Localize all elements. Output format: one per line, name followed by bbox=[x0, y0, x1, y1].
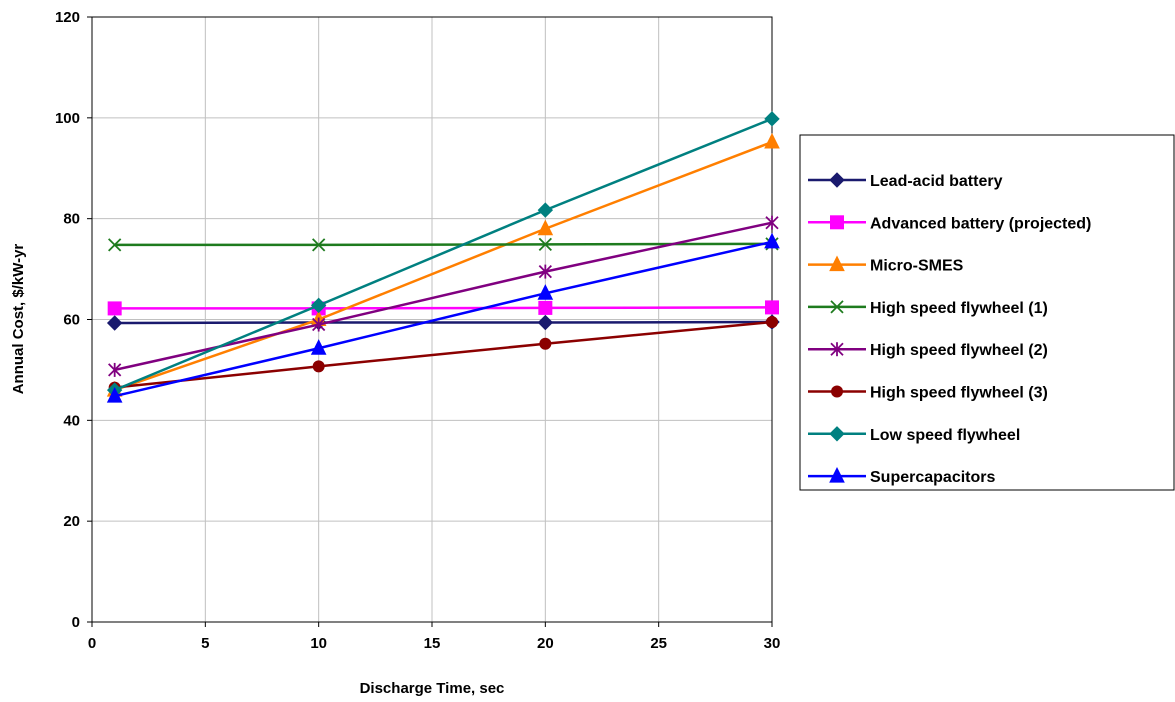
series-4 bbox=[108, 237, 779, 252]
series-3 bbox=[106, 132, 780, 397]
x-axis: 0 5 10 15 20 25 30 bbox=[88, 622, 781, 652]
y-tick-label: 60 bbox=[63, 312, 80, 329]
series-5-point bbox=[312, 317, 326, 332]
y-axis: 0 20 40 60 80 100 120 bbox=[55, 9, 92, 631]
series-5-point bbox=[108, 362, 122, 377]
legend-label: Supercapacitors bbox=[870, 469, 995, 486]
series-2 bbox=[107, 300, 779, 316]
series-1-line bbox=[114, 320, 773, 325]
series-8-point bbox=[537, 284, 554, 300]
legend-item: Supercapacitors bbox=[808, 466, 995, 486]
series-6-point bbox=[312, 360, 325, 373]
x-axis-title: Discharge Time, sec bbox=[360, 680, 505, 697]
legend-item: Micro-SMES bbox=[808, 255, 964, 275]
series-5-point bbox=[765, 215, 779, 230]
legend-marker bbox=[830, 342, 844, 357]
series-3-point bbox=[537, 219, 554, 236]
series-4-point-stroke bbox=[538, 237, 552, 252]
y-tick-label: 80 bbox=[63, 211, 80, 228]
grid bbox=[92, 17, 772, 622]
legend-marker bbox=[829, 172, 845, 188]
series-2-point bbox=[538, 300, 553, 315]
y-tick-label: 120 bbox=[55, 9, 80, 26]
legend-label: Micro-SMES bbox=[870, 258, 964, 275]
series-6-line bbox=[114, 320, 773, 389]
series-7-point bbox=[537, 202, 554, 218]
legend-item: High speed flywheel (3) bbox=[808, 385, 1048, 402]
series-3-line bbox=[114, 140, 773, 392]
legend-marker bbox=[829, 466, 845, 483]
series-4-point bbox=[108, 238, 122, 252]
series-7-point bbox=[764, 111, 780, 127]
legend-label: High speed flywheel (3) bbox=[870, 385, 1048, 402]
series-8-line bbox=[114, 240, 773, 398]
series-4-line bbox=[114, 242, 773, 247]
series-1-point bbox=[537, 314, 554, 331]
legend-item: High speed flywheel (2) bbox=[808, 342, 1048, 359]
series-6-point bbox=[539, 337, 552, 350]
series-4-point bbox=[312, 238, 326, 252]
series-2-point bbox=[107, 301, 122, 316]
series-3-point bbox=[764, 132, 780, 149]
legend-label: Low speed flywheel bbox=[870, 427, 1020, 444]
legend-item: Advanced battery (projected) bbox=[808, 215, 1091, 232]
series-8-point bbox=[764, 232, 780, 249]
series-4-point-stroke bbox=[108, 238, 122, 252]
series-7 bbox=[106, 111, 780, 398]
series-4-point-stroke bbox=[312, 238, 326, 252]
y-tick-label: 100 bbox=[55, 110, 80, 127]
legend-marker bbox=[830, 300, 844, 314]
series-1-point bbox=[106, 315, 123, 331]
x-tick-label: 20 bbox=[537, 635, 554, 652]
x-tick-label: 0 bbox=[88, 635, 96, 652]
series-8-point bbox=[310, 339, 327, 355]
legend-label: Advanced battery (projected) bbox=[870, 215, 1091, 232]
x-tick-label: 5 bbox=[201, 635, 209, 652]
legend-label: High speed flywheel (2) bbox=[870, 342, 1048, 359]
series-7-line bbox=[114, 117, 773, 392]
series-8-point bbox=[106, 387, 123, 403]
x-tick-label: 15 bbox=[424, 635, 441, 652]
series-group bbox=[106, 111, 780, 403]
legend-label: Lead-acid battery bbox=[870, 173, 1003, 190]
x-tick-label: 25 bbox=[650, 635, 667, 652]
series-8 bbox=[106, 232, 780, 403]
series-6 bbox=[108, 316, 778, 394]
y-axis-title: Annual Cost, $/kW-yr bbox=[10, 244, 27, 395]
legend: Lead-acid battery Advanced battery (proje… bbox=[799, 134, 1175, 491]
series-7-point bbox=[310, 297, 327, 314]
y-tick-label: 40 bbox=[63, 412, 80, 429]
legend-marker bbox=[831, 385, 843, 398]
x-tick-label: 10 bbox=[310, 635, 327, 652]
legend-box bbox=[799, 134, 1175, 491]
legend-item: Low speed flywheel bbox=[808, 426, 1020, 444]
legend-item: Lead-acid battery bbox=[808, 172, 1003, 190]
series-5-point bbox=[538, 264, 552, 279]
legend-marker bbox=[829, 426, 845, 442]
x-tick-label: 30 bbox=[764, 635, 781, 652]
legend-item: High speed flywheel (1) bbox=[808, 300, 1048, 317]
legend-marker bbox=[830, 215, 844, 230]
legend-marker bbox=[829, 255, 845, 272]
legend-label: High speed flywheel (1) bbox=[870, 300, 1048, 317]
y-tick-label: 20 bbox=[63, 513, 80, 530]
series-4-point bbox=[538, 237, 552, 252]
series-2-line bbox=[114, 306, 773, 310]
series-6-point bbox=[766, 316, 778, 329]
y-tick-label: 0 bbox=[72, 614, 80, 631]
series-2-point bbox=[765, 300, 779, 315]
legend-marker-stroke bbox=[830, 300, 844, 314]
